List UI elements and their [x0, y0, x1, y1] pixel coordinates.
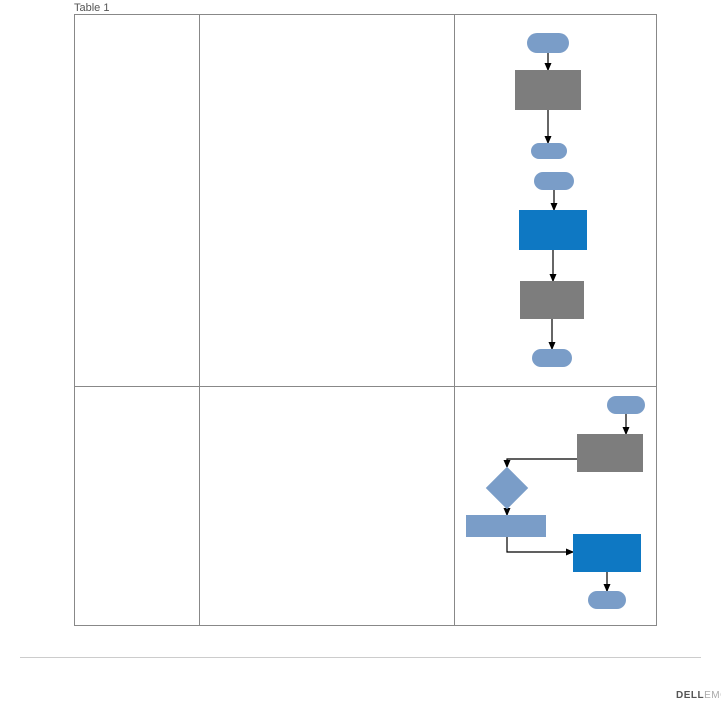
flow-node-t4: [534, 172, 574, 190]
cell-r1-c2: [455, 387, 657, 626]
layout-grid: [74, 14, 657, 626]
flow-node-b3: [486, 467, 528, 509]
flow-node-b4: [466, 515, 546, 537]
footer-divider: [20, 657, 701, 658]
flow-node-b6: [588, 591, 626, 609]
flowchart-bottom-edges: [455, 387, 657, 626]
footer-logo-light: EMC: [704, 690, 721, 701]
cell-r1-c1: [200, 387, 455, 626]
flow-node-t6: [520, 281, 584, 319]
flow-node-t2: [515, 70, 581, 110]
flow-node-b2: [577, 434, 643, 472]
flow-node-b5: [573, 534, 641, 572]
flowchart-top: [455, 15, 656, 386]
flow-node-t1: [527, 33, 569, 53]
flowchart-bottom: [455, 387, 656, 625]
footer-logo: DELLEMC: [676, 690, 721, 701]
flow-node-t3: [531, 143, 567, 159]
cell-r0-c1: [200, 15, 455, 387]
cell-r0-c2: [455, 15, 657, 387]
flow-node-t7: [532, 349, 572, 367]
cell-r0-c0: [75, 15, 200, 387]
table-title: Table 1: [74, 2, 109, 14]
footer-logo-strong: DELL: [676, 690, 704, 701]
flow-node-t5: [519, 210, 587, 250]
cell-r1-c0: [75, 387, 200, 626]
flow-node-b1: [607, 396, 645, 414]
